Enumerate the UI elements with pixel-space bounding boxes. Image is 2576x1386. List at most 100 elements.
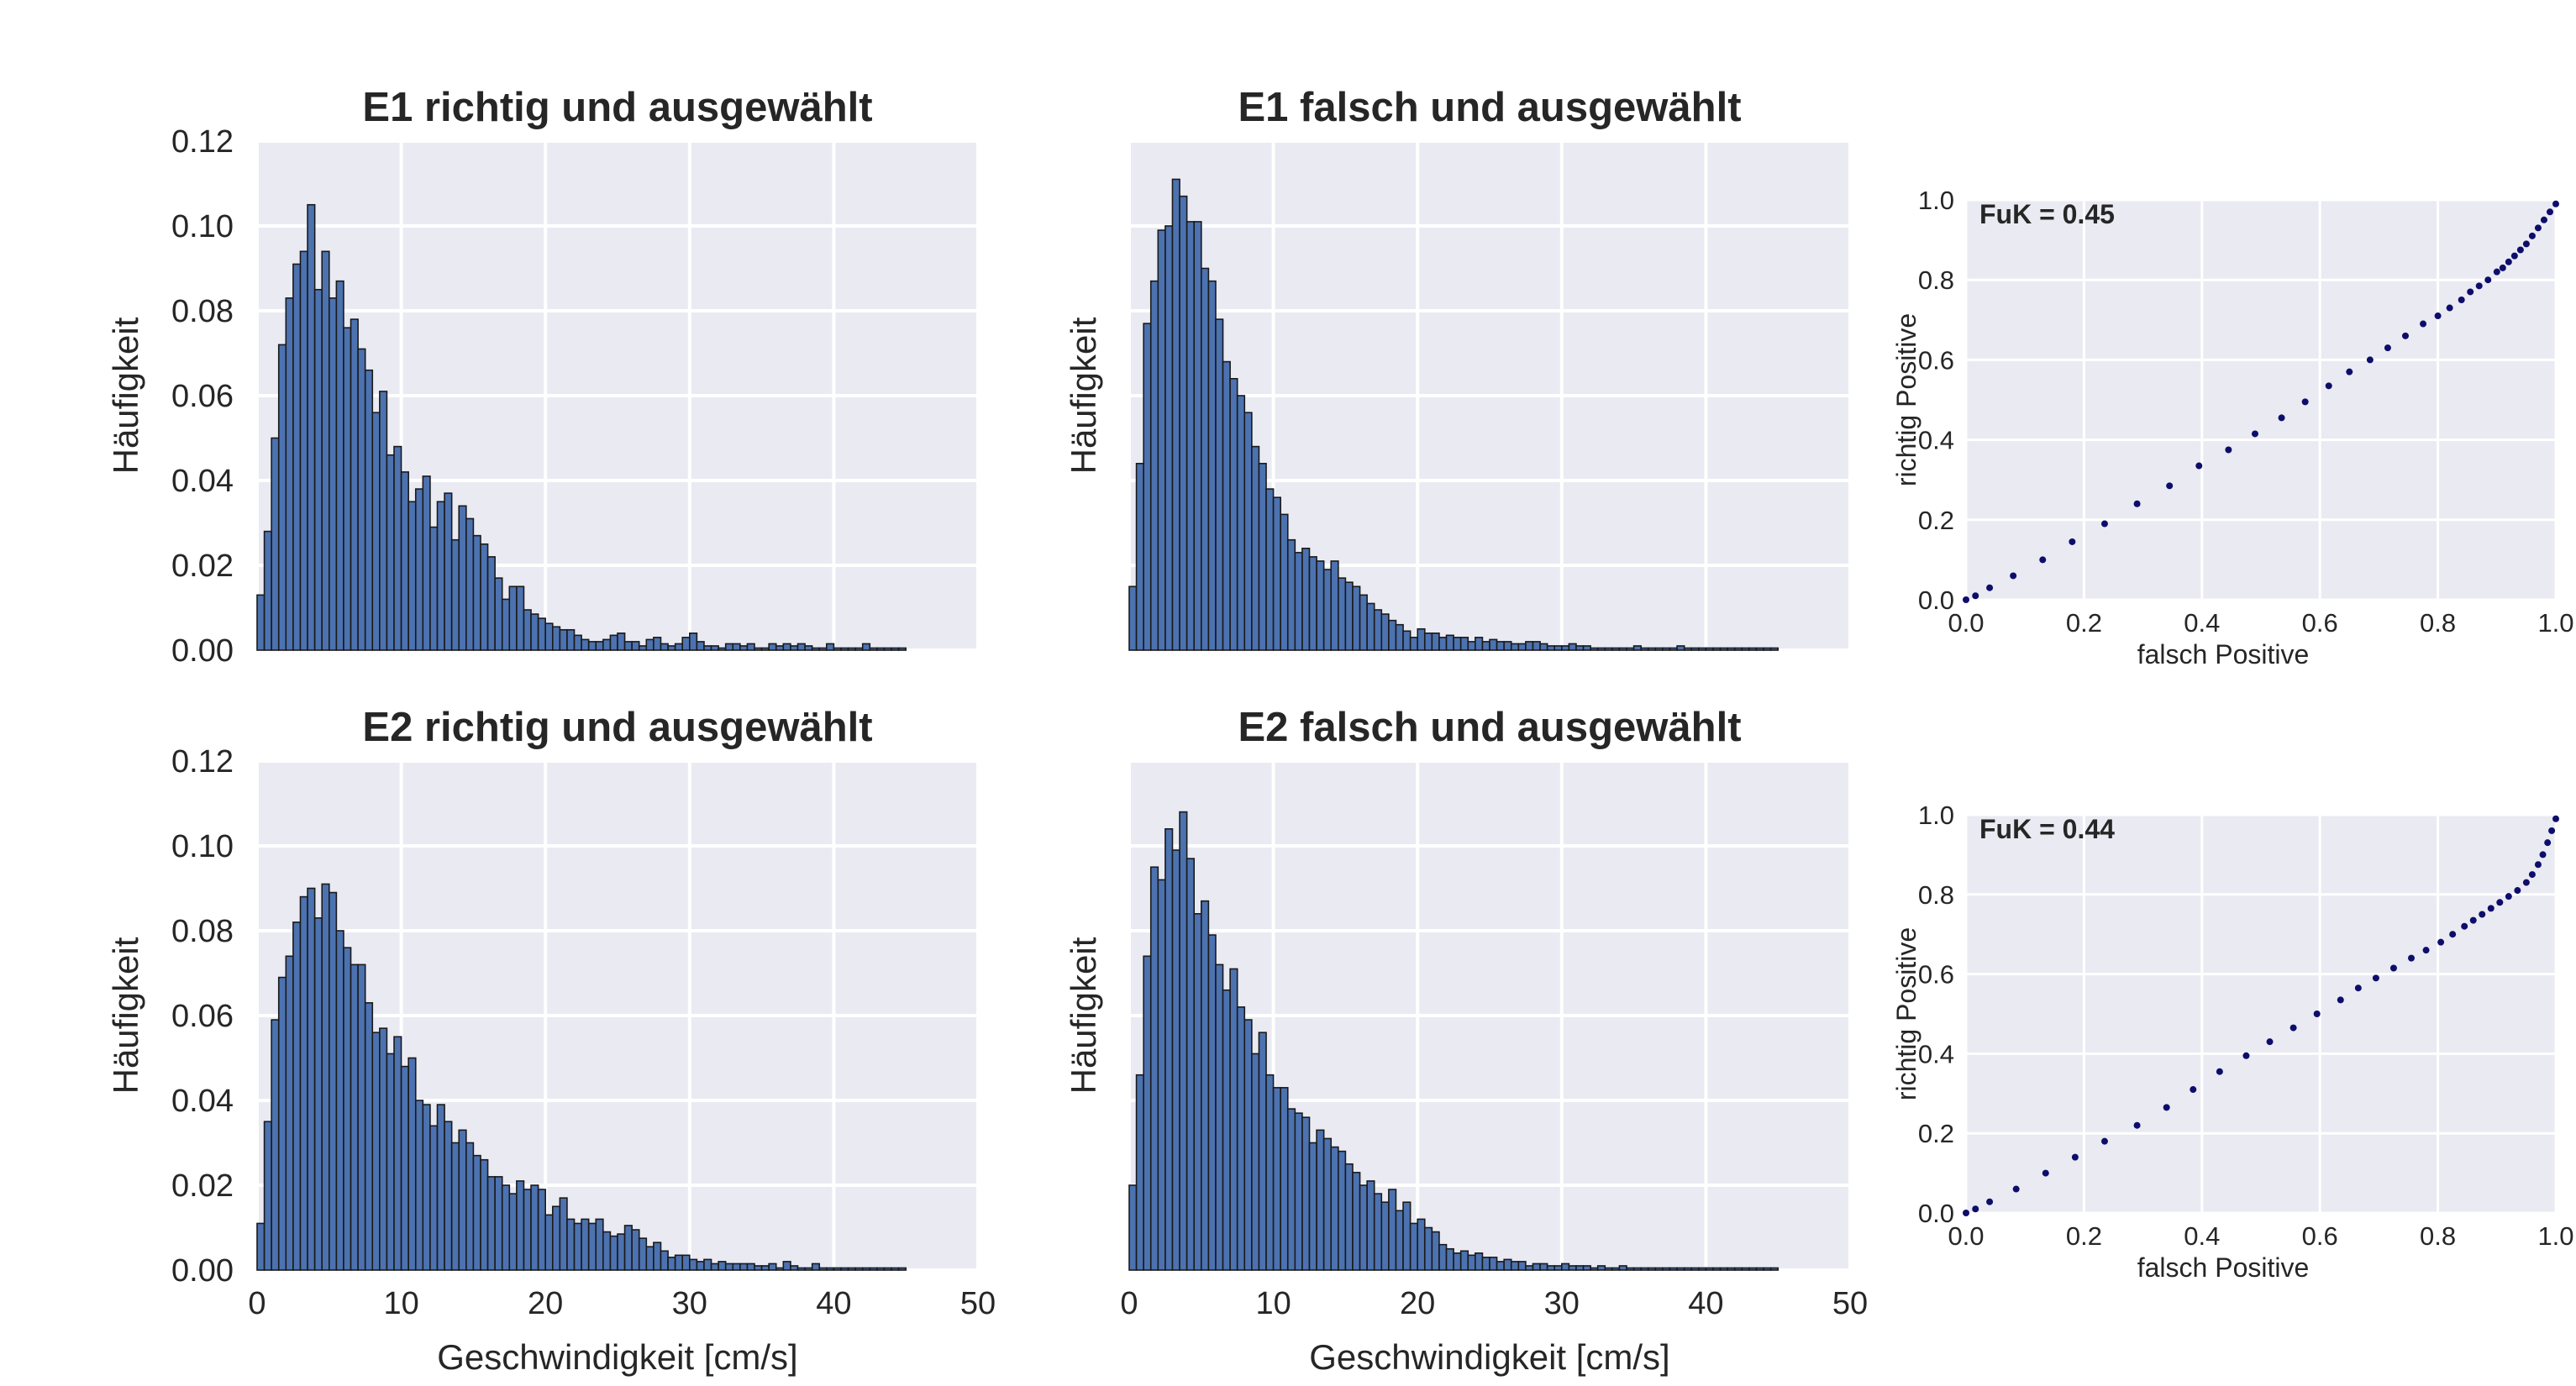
histogram-bar: [739, 1263, 749, 1271]
histogram-bar: [480, 543, 489, 651]
histogram-bar: [897, 1267, 907, 1271]
roc-point: [2071, 1153, 2079, 1161]
histogram-bar: [1157, 229, 1166, 651]
histogram-bar: [1475, 1252, 1484, 1271]
roc-point: [2479, 911, 2486, 918]
y-tick-label: 0.00: [171, 633, 234, 669]
histogram-bar: [313, 288, 323, 651]
y-tick-label: 1.0: [1918, 186, 1954, 215]
roc-point: [2401, 332, 2409, 339]
histogram-bar: [1438, 637, 1448, 651]
histogram-bar: [811, 647, 821, 651]
histogram-bar: [1417, 627, 1426, 651]
histogram-bar: [422, 1104, 431, 1271]
histogram-bar: [1525, 1265, 1534, 1271]
histogram-bar: [1185, 221, 1196, 651]
x-tick-label: 40: [816, 1286, 851, 1321]
histogram-bar: [1149, 280, 1159, 651]
histogram-bar: [1611, 647, 1621, 651]
y-tick-label: 0.2: [1918, 1119, 1954, 1148]
histogram-bar: [1359, 1184, 1368, 1271]
roc-point: [2100, 520, 2108, 528]
histogram-bar: [371, 1032, 381, 1271]
x-tick-label: 0.2: [2066, 1221, 2102, 1251]
histogram-bar: [357, 963, 366, 1271]
histogram-bar: [393, 1036, 402, 1271]
histogram-bar: [444, 492, 453, 651]
histogram-bar: [1532, 1263, 1541, 1271]
histogram-bar: [1179, 811, 1188, 1271]
histogram-bar: [1236, 395, 1246, 651]
histogram-bar: [523, 1189, 532, 1271]
histogram-bar: [414, 488, 424, 651]
histogram-bar: [826, 643, 835, 651]
histogram-bar: [754, 1265, 763, 1271]
histogram-bar: [746, 643, 755, 651]
histogram-bar: [328, 891, 338, 1271]
histogram-bar: [790, 645, 799, 651]
panel-title: E1 falsch und ausgewählt: [1238, 85, 1741, 130]
roc-point: [2552, 815, 2559, 822]
histogram-bar: [1438, 1243, 1448, 1271]
histogram-bar: [1647, 1267, 1657, 1271]
histogram-bar: [321, 883, 330, 1271]
y-tick-label: 0.4: [1918, 1039, 1954, 1068]
histogram-bar: [307, 203, 316, 651]
histogram-bar: [1618, 1265, 1627, 1271]
histogram-bar: [1763, 1267, 1772, 1271]
histogram-bar: [371, 412, 381, 651]
histogram-bar: [804, 645, 813, 651]
roc-point: [2505, 258, 2512, 265]
x-tick-label: 0.6: [2302, 608, 2338, 638]
x-tick-label: 20: [1400, 1286, 1435, 1321]
roc-point: [2133, 500, 2141, 507]
roc-point: [2510, 252, 2518, 260]
y-axis-label: Häufigkeit: [1064, 317, 1103, 474]
histogram-bar: [299, 895, 308, 1271]
histogram-bar: [364, 1002, 374, 1271]
x-axis-label: Geschwindigkeit [cm/s]: [437, 1337, 797, 1377]
fuk-annotation: FuK = 0.45: [1979, 199, 2115, 229]
histogram-bar: [263, 1121, 272, 1271]
histogram-bar: [688, 1258, 698, 1271]
histogram-bar: [1179, 195, 1188, 651]
y-tick-label: 0.6: [1918, 345, 1954, 375]
histogram-bar: [573, 634, 582, 651]
histogram-bar: [530, 1184, 539, 1271]
histogram-bar: [1669, 1267, 1678, 1271]
histogram-bar: [400, 471, 409, 651]
panel-roc-e1: 0.0 0.2 0.4 0.6 0.8 1.0 0.0 0.2 0.4 0.6 0.8 1.0 Fu…: [1891, 186, 2574, 669]
histogram-bar: [1769, 647, 1780, 651]
histogram-bar: [343, 947, 352, 1271]
histogram-bar: [1308, 556, 1317, 651]
histogram-bar: [1705, 647, 1714, 651]
histogram-bar: [739, 645, 749, 651]
histogram-bar: [1690, 1267, 1700, 1271]
roc-point: [2225, 446, 2232, 454]
histogram-bar: [271, 1019, 280, 1271]
histogram-bar: [1712, 1267, 1722, 1271]
roc-point: [2516, 246, 2524, 254]
histogram-bar: [1647, 647, 1657, 651]
histogram-bar: [1654, 647, 1664, 651]
roc-point: [2100, 1137, 2108, 1145]
roc-point: [2484, 276, 2492, 284]
histogram-bar: [407, 501, 417, 651]
histogram-bar: [393, 445, 402, 651]
roc-points: [1963, 815, 2559, 1216]
roc-point: [2166, 482, 2174, 490]
panel-e1-richtig: 0.00 0.02 0.04 0.06 0.08 0.10 0.12 E1 richtig …: [106, 85, 980, 669]
histogram-bar: [285, 955, 294, 1271]
roc-point: [2042, 1169, 2049, 1177]
histogram-bar: [263, 530, 272, 651]
y-ticks: 0.0 0.2 0.4 0.6 0.8 1.0: [1918, 186, 1954, 615]
histogram-bar: [1201, 900, 1210, 1271]
histogram-bar: [292, 263, 302, 651]
histogram-bar: [1316, 1129, 1325, 1271]
histogram-bar: [1251, 445, 1260, 651]
roc-point: [2408, 954, 2416, 962]
y-tick-label: 0.04: [171, 464, 234, 499]
histogram-bar: [1626, 647, 1635, 651]
histogram-bar: [623, 1225, 633, 1271]
y-tick-label: 0.04: [171, 1084, 234, 1119]
